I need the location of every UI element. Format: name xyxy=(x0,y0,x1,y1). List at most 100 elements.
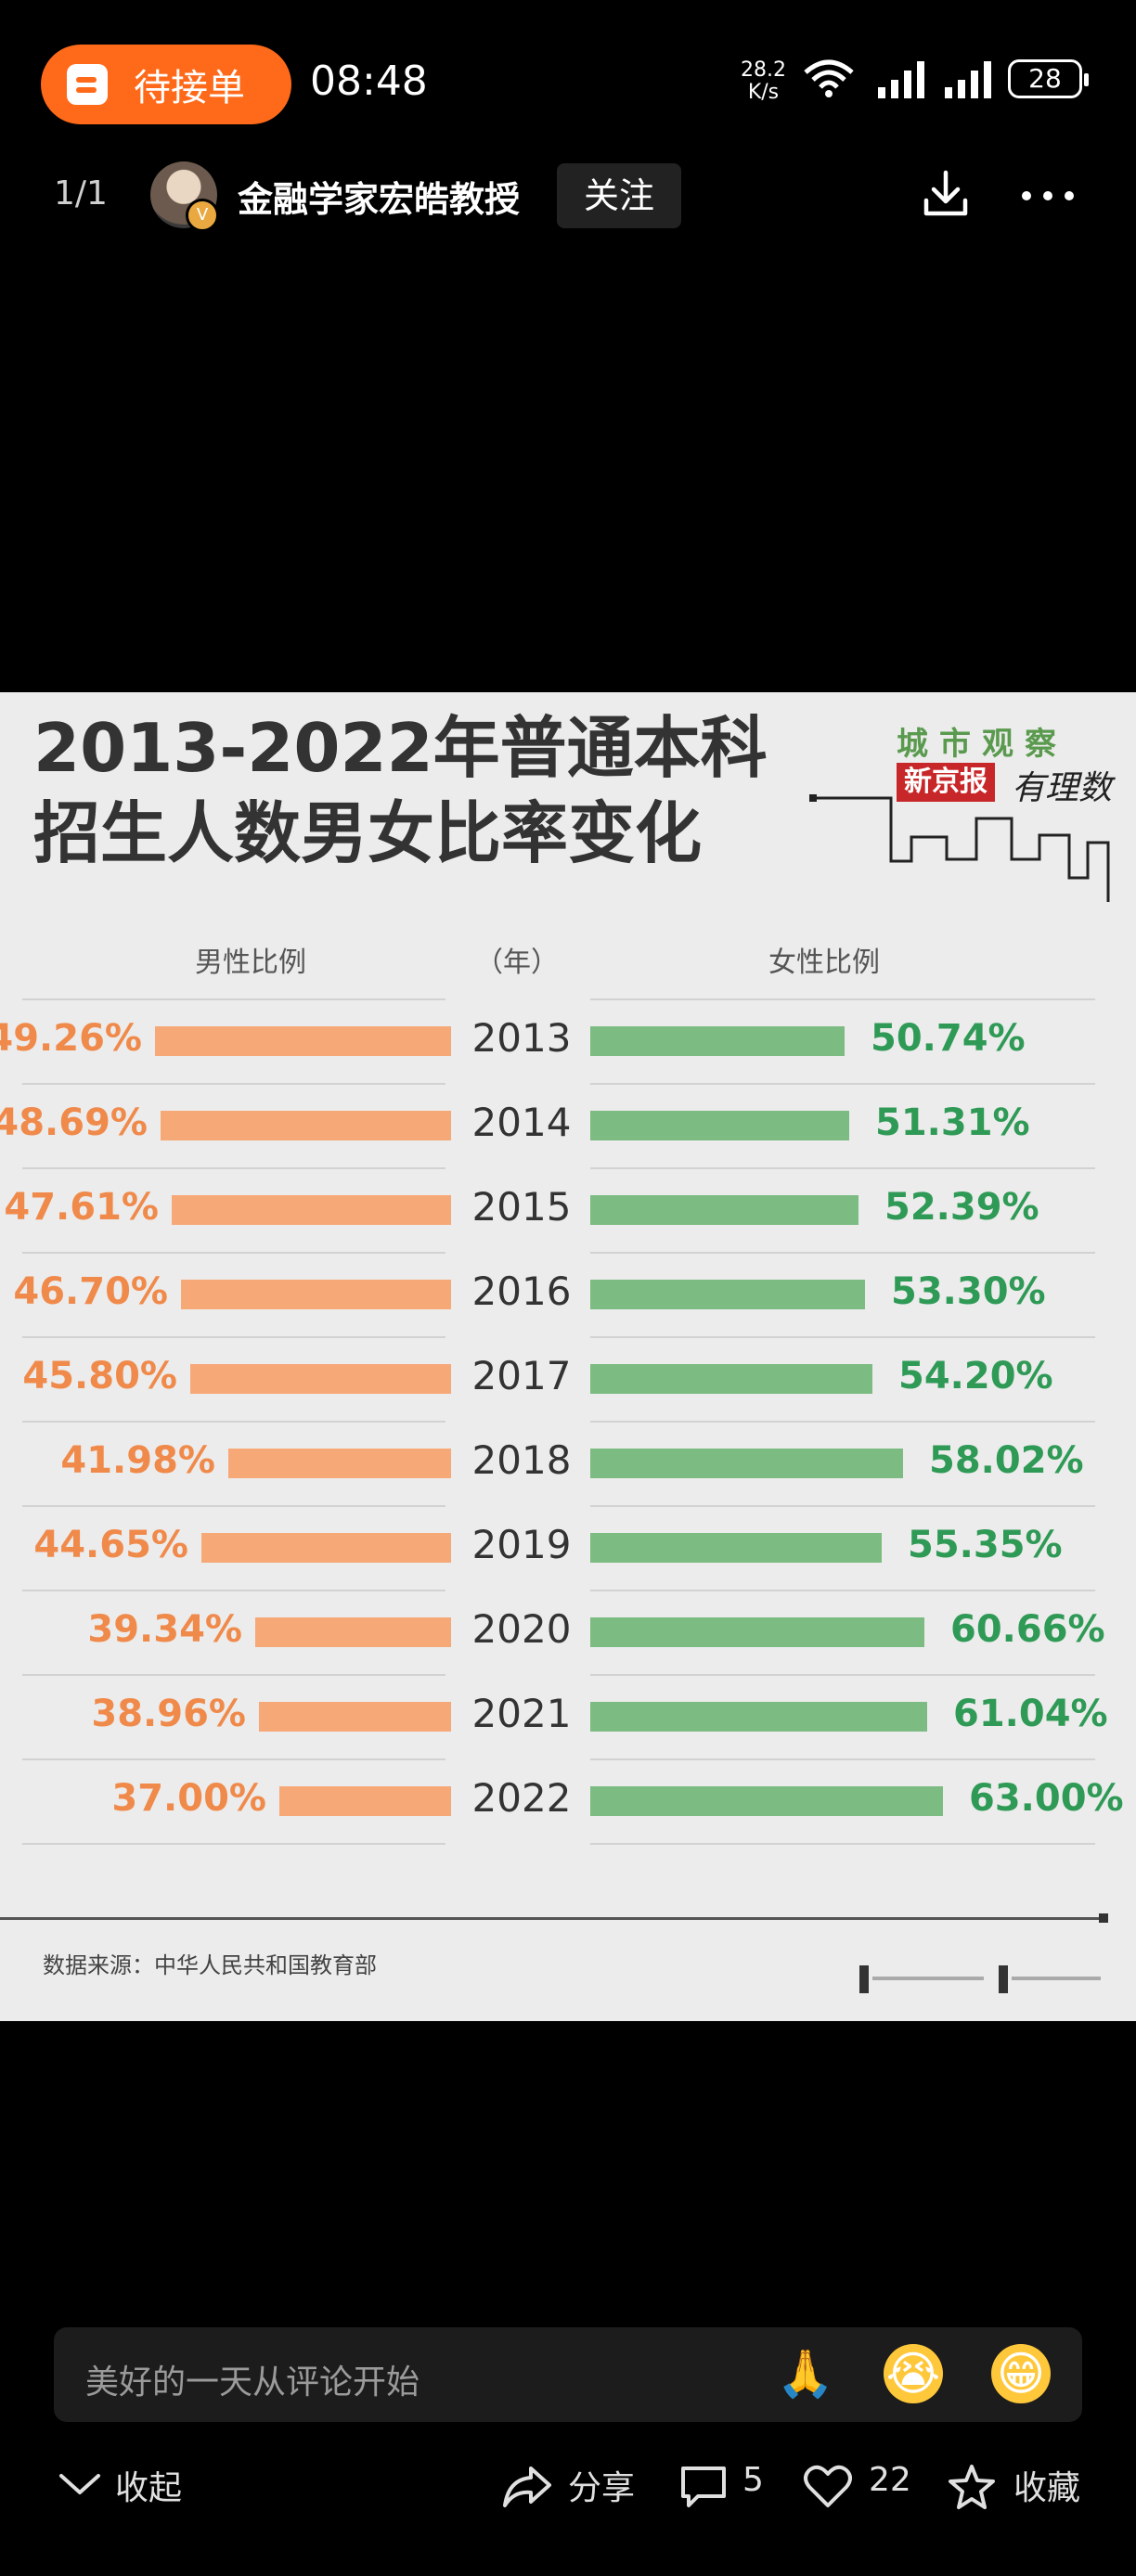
row-separator xyxy=(590,1083,1095,1085)
male-percent-label: 49.26% xyxy=(0,1017,142,1060)
male-percent-label: 38.96% xyxy=(91,1693,246,1735)
female-percent-label: 51.31% xyxy=(875,1101,1030,1144)
battery-indicator: 28 xyxy=(1008,59,1089,98)
female-bar xyxy=(590,1280,865,1309)
chart-row: 45.80% 2017 54.20% xyxy=(0,1336,1136,1420)
row-separator xyxy=(22,1083,445,1085)
male-percent-label: 37.00% xyxy=(111,1777,266,1820)
like-count[interactable]: 22 xyxy=(869,2461,911,2499)
chevron-down-icon[interactable] xyxy=(58,2472,102,2498)
signal-icon-1 xyxy=(878,61,924,98)
star-icon[interactable] xyxy=(947,2463,997,2511)
row-separator xyxy=(590,998,1095,1000)
row-separator xyxy=(590,1336,1095,1338)
male-percent-label: 48.69% xyxy=(0,1101,148,1144)
chart-row: 37.00% 2022 63.00% xyxy=(0,1758,1136,1842)
male-bar xyxy=(161,1111,451,1140)
female-bar xyxy=(590,1617,924,1647)
chart-row: 44.65% 2019 55.35% xyxy=(0,1505,1136,1589)
row-separator xyxy=(590,1590,1095,1591)
network-speed-unit: K/s xyxy=(747,81,780,104)
male-bar xyxy=(190,1364,451,1394)
year-label: 2022 xyxy=(471,1775,572,1821)
female-percent-label: 58.02% xyxy=(929,1439,1084,1482)
female-bar xyxy=(590,1702,927,1732)
female-percent-label: 60.66% xyxy=(950,1608,1105,1651)
comment-icon[interactable] xyxy=(679,2463,728,2509)
watermark-marks xyxy=(859,1965,1101,1993)
order-icon xyxy=(67,64,108,105)
female-bar xyxy=(590,1533,882,1563)
row-separator xyxy=(22,1674,445,1676)
row-separator xyxy=(590,1505,1095,1507)
male-bar xyxy=(228,1449,451,1478)
male-percent-label: 45.80% xyxy=(22,1355,177,1397)
year-label: 2016 xyxy=(471,1269,572,1314)
collapse-button[interactable]: 收起 xyxy=(115,2469,183,2507)
brand-city-observation: 城市观察 xyxy=(897,726,1067,763)
year-label: 2019 xyxy=(471,1522,572,1567)
more-options-icon[interactable] xyxy=(1021,189,1075,202)
row-separator xyxy=(590,1252,1095,1254)
row-separator xyxy=(22,1336,445,1338)
chart-row: 49.26% 2013 50.74% xyxy=(0,998,1136,1082)
chart-row: 47.61% 2015 52.39% xyxy=(0,1167,1136,1251)
follow-button[interactable]: 关注 xyxy=(557,163,681,228)
male-bar xyxy=(172,1195,451,1225)
heart-icon[interactable] xyxy=(802,2463,854,2509)
row-separator xyxy=(22,1167,445,1169)
baseline-rule xyxy=(0,1917,1104,1920)
female-bar xyxy=(590,1195,858,1225)
crying-face-emoji-icon[interactable]: 😭 xyxy=(884,2344,943,2403)
male-column-header: 男性比例 xyxy=(195,947,306,979)
female-bar xyxy=(590,1786,943,1816)
comment-input-box[interactable]: 美好的一天从评论开始 🙏 😭 😁 xyxy=(54,2327,1082,2422)
year-column-header: （年） xyxy=(475,947,559,979)
data-source: 数据来源：中华人民共和国教育部 xyxy=(43,1952,377,1978)
year-label: 2020 xyxy=(471,1606,572,1652)
praying-hands-emoji-icon[interactable]: 🙏 xyxy=(776,2347,835,2401)
chart-row: 46.70% 2016 53.30% xyxy=(0,1252,1136,1335)
female-percent-label: 50.74% xyxy=(871,1017,1026,1060)
favorite-button[interactable]: 收藏 xyxy=(1013,2469,1081,2507)
brand-script-logo: 有理数 xyxy=(1012,769,1113,807)
clock: 08:48 xyxy=(310,58,428,105)
female-bar xyxy=(590,1026,845,1056)
share-icon[interactable] xyxy=(501,2463,553,2509)
male-bar xyxy=(201,1533,451,1563)
share-button[interactable]: 分享 xyxy=(568,2469,636,2507)
male-bar xyxy=(279,1786,451,1816)
chart-title-line2: 招生人数男女比率变化 xyxy=(33,794,703,872)
pending-order-label: 待接单 xyxy=(134,67,245,109)
female-percent-label: 54.20% xyxy=(898,1355,1053,1397)
row-separator xyxy=(590,1167,1095,1169)
row-separator xyxy=(590,1421,1095,1423)
male-bar xyxy=(155,1026,451,1056)
row-separator xyxy=(590,1843,1095,1845)
male-percent-label: 39.34% xyxy=(87,1608,242,1651)
brand-newspaper-logo: 新京报 xyxy=(897,763,995,802)
baseline-end-dot xyxy=(1099,1913,1108,1923)
male-percent-label: 46.70% xyxy=(13,1270,168,1313)
download-icon[interactable] xyxy=(921,169,971,219)
verified-badge-icon: V xyxy=(186,199,219,232)
infographic-image[interactable]: 2013-2022年普通本科 招生人数男女比率变化 城市观察 新京报 有理数 男… xyxy=(0,692,1136,2021)
row-separator xyxy=(22,1843,445,1845)
chart-row: 39.34% 2020 60.66% xyxy=(0,1590,1136,1673)
female-percent-label: 52.39% xyxy=(884,1186,1039,1229)
year-label: 2018 xyxy=(471,1437,572,1483)
pending-order-pill[interactable]: 待接单 xyxy=(41,45,291,124)
chart-row-end xyxy=(0,1843,1136,1926)
row-separator xyxy=(22,998,445,1000)
grinning-face-emoji-icon[interactable]: 😁 xyxy=(991,2344,1051,2403)
female-bar xyxy=(590,1364,872,1394)
male-bar xyxy=(181,1280,451,1309)
image-counter: 1/1 xyxy=(54,174,108,213)
female-percent-label: 53.30% xyxy=(891,1270,1046,1313)
comment-count[interactable]: 5 xyxy=(742,2461,764,2499)
author-name[interactable]: 金融学家宏皓教授 xyxy=(238,179,521,220)
female-percent-label: 63.00% xyxy=(969,1777,1124,1820)
chart-row: 41.98% 2018 58.02% xyxy=(0,1421,1136,1504)
male-bar xyxy=(255,1617,451,1647)
chart-row: 48.69% 2014 51.31% xyxy=(0,1083,1136,1166)
